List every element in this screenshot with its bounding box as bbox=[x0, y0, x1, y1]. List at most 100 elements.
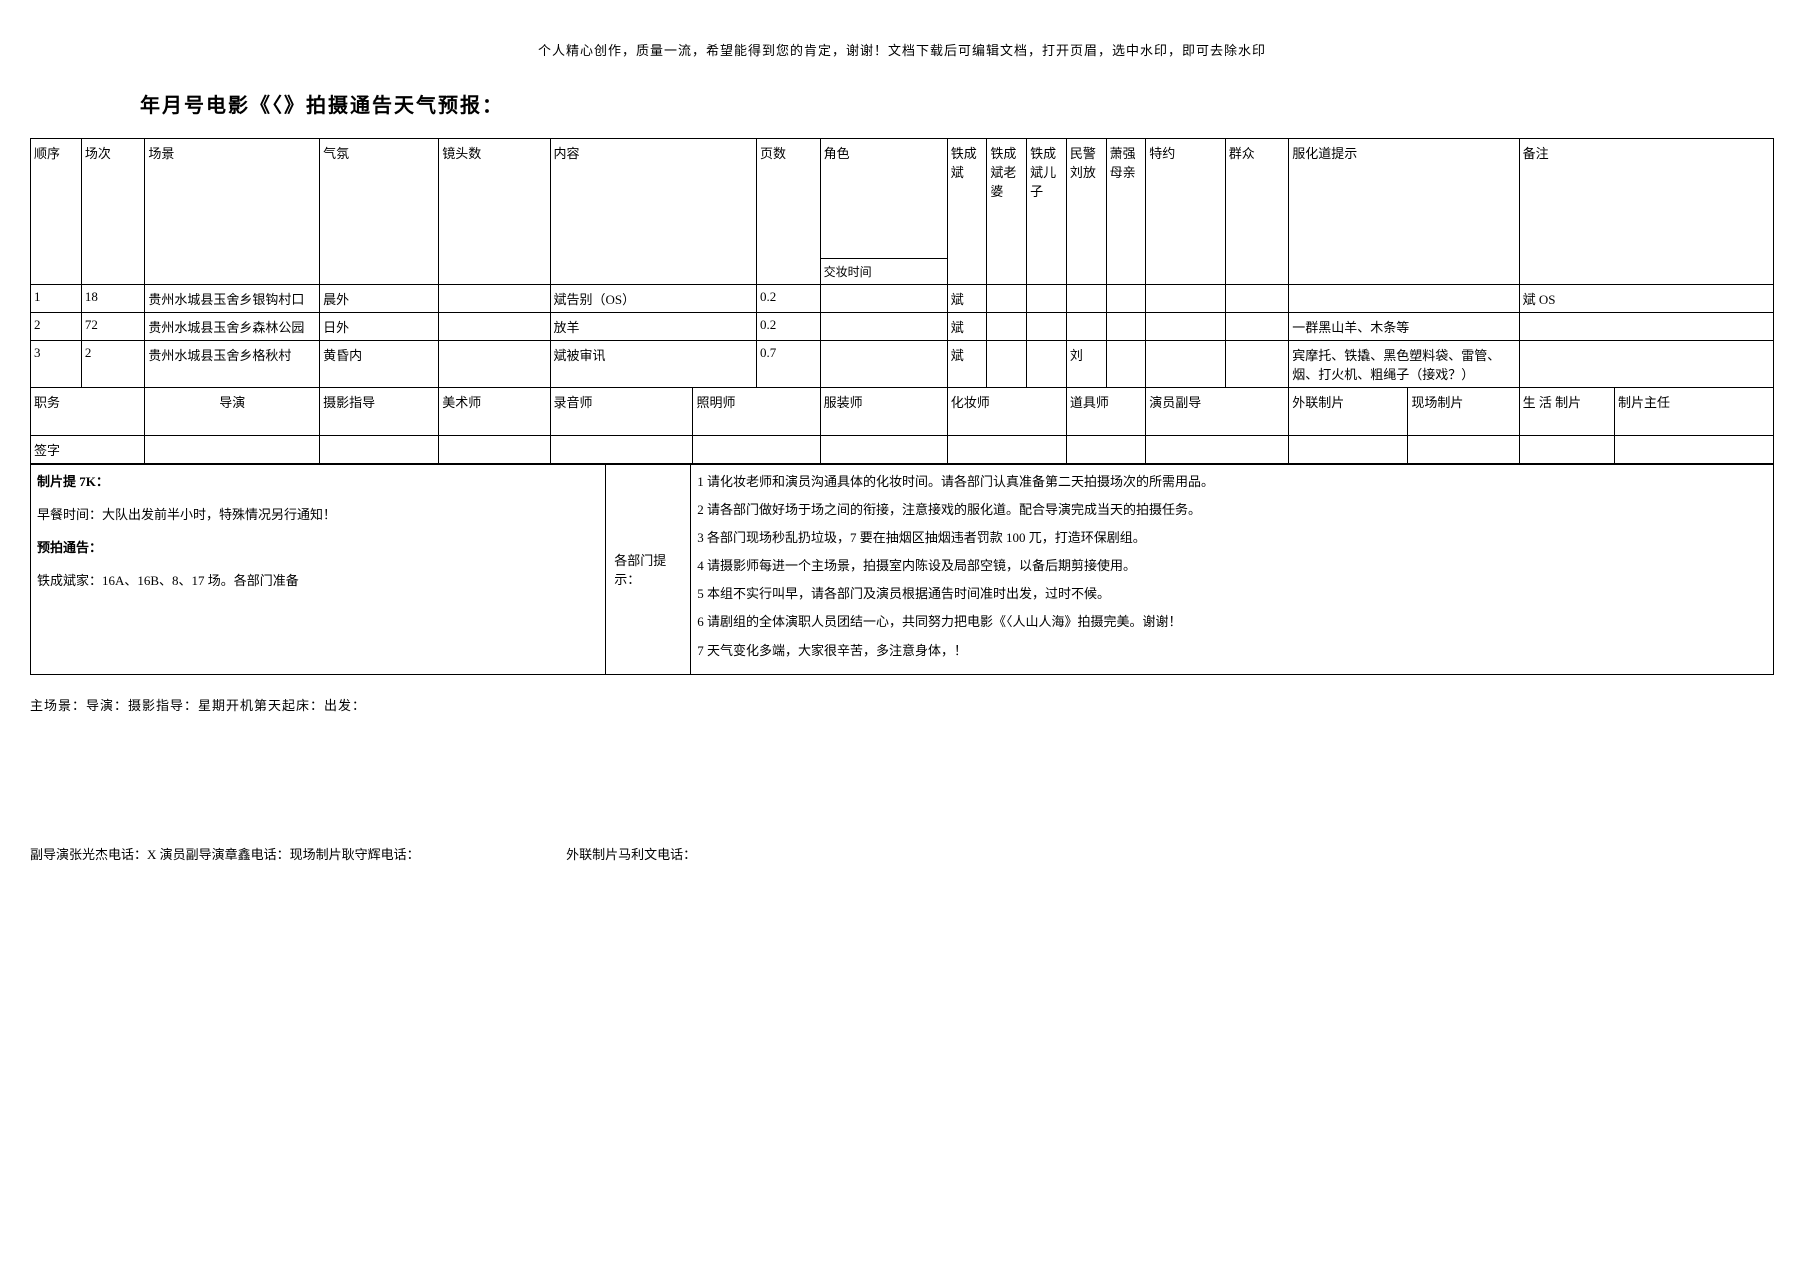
cell-scene-no: 72 bbox=[81, 313, 145, 341]
producer-notes: 制片提 7K： 早餐时间：大队出发前半小时，特殊情况另行通知！ 预拍通告： 铁成… bbox=[31, 465, 606, 675]
cell-atmos: 晨外 bbox=[320, 285, 439, 313]
cell-scene: 贵州水城县玉舍乡格秋村 bbox=[145, 341, 320, 388]
roles-label: 职务 bbox=[31, 388, 145, 436]
col-props: 服化道提示 bbox=[1289, 139, 1519, 285]
col-scene: 场景 bbox=[145, 139, 320, 285]
watermark-note: 个人精心创作，质量一流，希望能得到您的肯定，谢谢！文档下载后可编辑文档，打开页眉… bbox=[30, 40, 1774, 59]
sign-cell bbox=[1289, 436, 1408, 464]
dept-note-item: 2 请各部门做好场于场之间的衔接，注意接戏的服化道。配合导演完成当天的拍摄任务。 bbox=[697, 499, 1767, 521]
cell-r3 bbox=[1027, 341, 1067, 388]
role-item: 照明师 bbox=[693, 388, 820, 436]
cell-r5 bbox=[1106, 285, 1146, 313]
contacts-left: 副导演张光杰电话：X 演员副导演章鑫电话：现场制片耿守辉电话： bbox=[30, 847, 420, 862]
cell-r4: 刘 bbox=[1066, 341, 1106, 388]
cell-atmos: 黄昏内 bbox=[320, 341, 439, 388]
cell-r6 bbox=[1146, 285, 1225, 313]
cell-scene: 贵州水城县玉舍乡森林公园 bbox=[145, 313, 320, 341]
cell-pages: 0.2 bbox=[757, 285, 821, 313]
sign-cell bbox=[1066, 436, 1145, 464]
cell-r5 bbox=[1106, 313, 1146, 341]
cell-role-empty bbox=[820, 341, 947, 388]
cell-role-empty bbox=[820, 285, 947, 313]
makeup-time-label: 交妆时间 bbox=[820, 259, 947, 285]
cell-r3 bbox=[1027, 285, 1067, 313]
cell-r6 bbox=[1146, 341, 1225, 388]
cell-r6 bbox=[1146, 313, 1225, 341]
cell-props bbox=[1289, 285, 1519, 313]
sign-label: 签字 bbox=[31, 436, 145, 464]
breakfast-note: 早餐时间：大队出发前半小时，特殊情况另行通知！ bbox=[37, 504, 599, 523]
col-role-3: 铁成斌儿子 bbox=[1027, 139, 1067, 285]
cell-seq: 1 bbox=[31, 285, 82, 313]
table-header-row: 顺序 场次 场景 气氛 镜头数 内容 页数 角色 铁成斌 铁成斌老婆 铁成斌儿子… bbox=[31, 139, 1774, 259]
col-content: 内容 bbox=[550, 139, 757, 285]
sign-cell bbox=[1519, 436, 1614, 464]
notes-block: 制片提 7K： 早餐时间：大队出发前半小时，特殊情况另行通知！ 预拍通告： 铁成… bbox=[30, 464, 1774, 675]
pre-shoot-body: 铁成斌家：16A、16B、8、17 场。各部门准备 bbox=[37, 570, 599, 589]
role-item: 演员副导 bbox=[1146, 388, 1289, 436]
role-item: 录音师 bbox=[550, 388, 693, 436]
cell-scene: 贵州水城县玉舍乡银钩村口 bbox=[145, 285, 320, 313]
shoot-schedule-table: 顺序 场次 场景 气氛 镜头数 内容 页数 角色 铁成斌 铁成斌老婆 铁成斌儿子… bbox=[30, 138, 1774, 464]
sign-cell bbox=[145, 436, 320, 464]
role-item: 外联制片 bbox=[1289, 388, 1408, 436]
page-title: 年月号电影《〈》拍摄通告天气预报： bbox=[30, 89, 1774, 118]
role-item: 摄影指导 bbox=[320, 388, 439, 436]
dept-note-item: 4 请摄影师每进一个主场景，拍摄室内陈设及局部空镜，以备后期剪接使用。 bbox=[697, 555, 1767, 577]
role-item: 导演 bbox=[145, 388, 320, 436]
sign-cell bbox=[550, 436, 693, 464]
role-item: 服装师 bbox=[820, 388, 947, 436]
table-row: 2 72 贵州水城县玉舍乡森林公园 日外 放羊 0.2 斌 一群黑山羊、木条等 bbox=[31, 313, 1774, 341]
sign-cell bbox=[820, 436, 947, 464]
col-pages: 页数 bbox=[757, 139, 821, 285]
sign-cell bbox=[693, 436, 820, 464]
roles-row: 职务 导演 摄影指导 美术师 录音师 照明师 服装师 化妆师 道具师 演员副导 … bbox=[31, 388, 1774, 436]
sign-cell bbox=[1146, 436, 1289, 464]
dept-note-item: 1 请化妆老师和演员沟通具体的化妆时间。请各部门认真准备第二天拍摄场次的所需用品… bbox=[697, 471, 1767, 493]
document-page: 个人精心创作，质量一流，希望能得到您的肯定，谢谢！文档下载后可编辑文档，打开页眉… bbox=[30, 40, 1774, 863]
contacts-right: 外联制片马利文电话： bbox=[566, 847, 696, 862]
role-item: 道具师 bbox=[1066, 388, 1145, 436]
cell-remark bbox=[1519, 341, 1773, 388]
role-item: 化妆师 bbox=[947, 388, 1066, 436]
cell-r5 bbox=[1106, 341, 1146, 388]
cell-scene-no: 2 bbox=[81, 341, 145, 388]
sign-row: 签字 bbox=[31, 436, 1774, 464]
cell-scene-no: 18 bbox=[81, 285, 145, 313]
col-role-5: 萧强母亲 bbox=[1106, 139, 1146, 285]
sign-cell bbox=[320, 436, 439, 464]
sign-cell bbox=[439, 436, 550, 464]
cell-r2 bbox=[987, 341, 1027, 388]
cell-pages: 0.2 bbox=[757, 313, 821, 341]
cell-r7 bbox=[1225, 341, 1289, 388]
dept-note-item: 5 本组不实行叫早，请各部门及演员根据通告时间准时出发，过时不候。 bbox=[697, 583, 1767, 605]
cell-pages: 0.7 bbox=[757, 341, 821, 388]
cell-r1: 斌 bbox=[947, 285, 987, 313]
dept-note-item: 7 天气变化多端，大家很辛苦，多注意身体，！ bbox=[697, 640, 1767, 662]
col-role-2: 铁成斌老婆 bbox=[987, 139, 1027, 285]
cell-atmos: 日外 bbox=[320, 313, 439, 341]
table-row: 1 18 贵州水城县玉舍乡银钩村口 晨外 斌告别（OS） 0.2 斌 斌 OS bbox=[31, 285, 1774, 313]
col-role-4: 民警刘放 bbox=[1066, 139, 1106, 285]
cell-role-empty bbox=[820, 313, 947, 341]
cell-seq: 3 bbox=[31, 341, 82, 388]
dept-note-label: 各部门提示： bbox=[606, 465, 691, 675]
col-role: 角色 bbox=[820, 139, 947, 259]
col-shots: 镜头数 bbox=[439, 139, 550, 285]
cell-r1: 斌 bbox=[947, 313, 987, 341]
col-remark: 备注 bbox=[1519, 139, 1773, 285]
cell-r2 bbox=[987, 285, 1027, 313]
bottom-contacts: 副导演张光杰电话：X 演员副导演章鑫电话：现场制片耿守辉电话： 外联制片马利文电… bbox=[30, 844, 1774, 863]
cell-props: 一群黑山羊、木条等 bbox=[1289, 313, 1519, 341]
cell-r4 bbox=[1066, 313, 1106, 341]
role-item: 生 活 制片 bbox=[1519, 388, 1614, 436]
cell-remark: 斌 OS bbox=[1519, 285, 1773, 313]
cell-content: 斌告别（OS） bbox=[550, 285, 757, 313]
cell-r7 bbox=[1225, 285, 1289, 313]
producer-note-title: 制片提 7K： bbox=[37, 474, 109, 489]
cell-shots bbox=[439, 313, 550, 341]
cell-shots bbox=[439, 285, 550, 313]
cell-r7 bbox=[1225, 313, 1289, 341]
role-item: 制片主任 bbox=[1614, 388, 1773, 436]
col-role-6: 特约 bbox=[1146, 139, 1225, 285]
